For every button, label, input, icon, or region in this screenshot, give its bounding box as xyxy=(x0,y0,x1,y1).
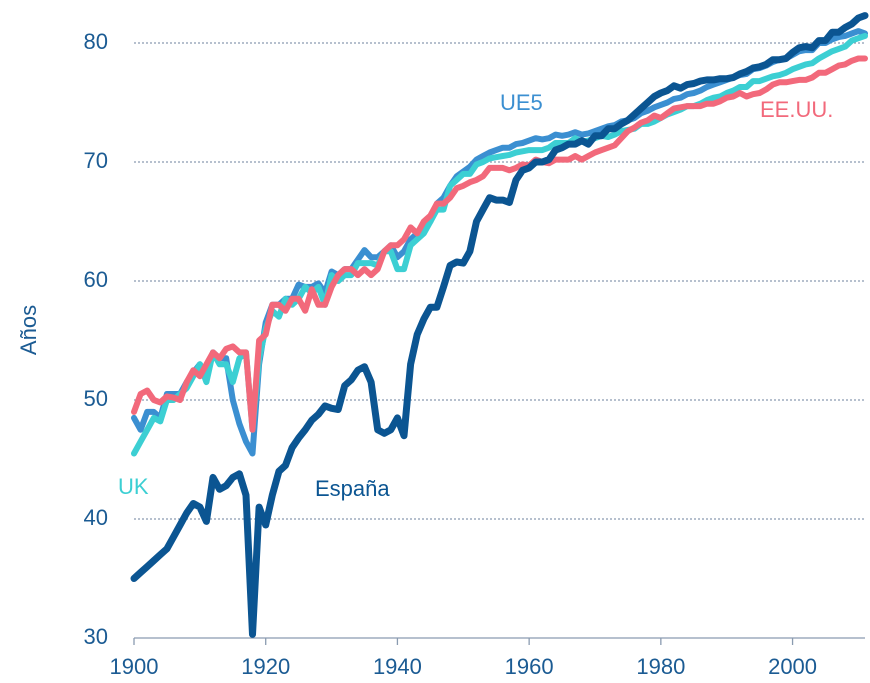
y-axis-label: Años xyxy=(16,305,41,355)
y-tick-label: 60 xyxy=(84,267,108,292)
x-tick-label: 2000 xyxy=(768,654,817,679)
y-tick-label: 40 xyxy=(84,505,108,530)
y-tick-label: 30 xyxy=(84,624,108,649)
x-tick-label: 1900 xyxy=(110,654,159,679)
series-label: EE.UU. xyxy=(760,97,833,122)
x-tick-label: 1960 xyxy=(505,654,554,679)
series-label: UE5 xyxy=(500,90,543,115)
x-tick-label: 1940 xyxy=(373,654,422,679)
series-label: España xyxy=(315,476,390,501)
series-label: UK xyxy=(118,474,149,499)
x-tick-label: 1920 xyxy=(241,654,290,679)
y-tick-label: 70 xyxy=(84,148,108,173)
line-series xyxy=(130,12,869,638)
x-tick-label: 1980 xyxy=(636,654,685,679)
y-tick-label: 80 xyxy=(84,29,108,54)
line-series xyxy=(131,55,868,433)
y-tick-label: 50 xyxy=(84,386,108,411)
